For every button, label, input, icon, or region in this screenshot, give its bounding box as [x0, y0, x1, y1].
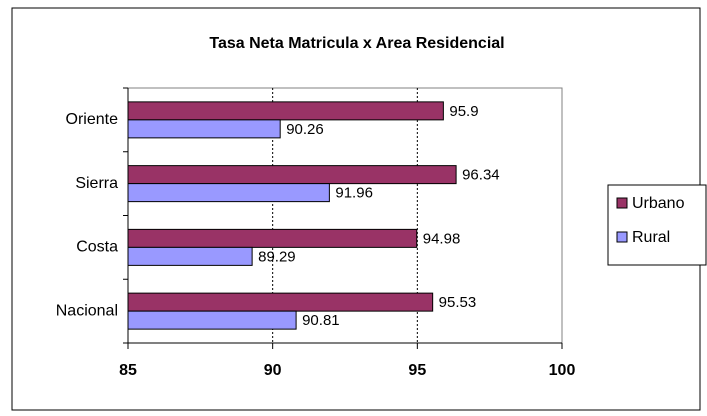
bar: [127, 228, 418, 248]
value-label: 96.34: [462, 167, 500, 184]
value-label: 94.98: [423, 230, 461, 247]
value-label: 95.53: [439, 294, 477, 311]
value-label: 90.26: [286, 121, 324, 138]
value-label: 91.96: [335, 185, 373, 202]
legend-swatch: [616, 197, 628, 209]
y-tick-label: Nacional: [56, 302, 118, 319]
x-tick-label: 100: [549, 362, 576, 379]
bar: [127, 183, 330, 203]
y-tick-label: Sierra: [75, 175, 118, 192]
legend-label: Rural: [632, 229, 670, 246]
value-label: 90.81: [302, 312, 340, 329]
bar: [127, 119, 281, 139]
bar: [127, 292, 434, 312]
x-tick-label: 85: [119, 362, 137, 379]
legend-label: Urbano: [632, 195, 685, 212]
bar: [127, 246, 253, 266]
x-tick-label: 95: [408, 362, 426, 379]
bar: [127, 165, 457, 185]
y-tick-label: Costa: [76, 239, 118, 256]
bar: [127, 310, 297, 330]
y-tick-label: Oriente: [66, 111, 119, 128]
bar: [127, 101, 444, 121]
legend-swatch: [616, 231, 628, 243]
x-tick-label: 90: [264, 362, 282, 379]
value-label: 89.29: [258, 248, 296, 265]
chart-title: Tasa Neta Matricula x Area Residencial: [209, 35, 504, 52]
value-label: 95.9: [449, 103, 478, 120]
